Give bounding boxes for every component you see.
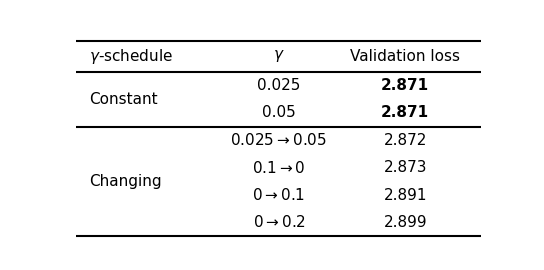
Text: Changing: Changing xyxy=(89,174,162,189)
Text: 0$\rightarrow$0.1: 0$\rightarrow$0.1 xyxy=(252,187,305,203)
Text: 2.899: 2.899 xyxy=(384,215,427,230)
Text: 0.05: 0.05 xyxy=(262,106,296,120)
Text: 2.873: 2.873 xyxy=(384,160,427,175)
Text: 2.872: 2.872 xyxy=(384,133,427,148)
Text: 2.891: 2.891 xyxy=(384,188,427,202)
Text: 0.025$\rightarrow$0.05: 0.025$\rightarrow$0.05 xyxy=(230,132,327,148)
Text: 2.871: 2.871 xyxy=(381,106,429,120)
Text: 0.1$\rightarrow$0: 0.1$\rightarrow$0 xyxy=(252,160,306,176)
Text: Validation loss: Validation loss xyxy=(350,49,460,64)
Text: Constant: Constant xyxy=(89,92,158,107)
Text: $\gamma$-schedule: $\gamma$-schedule xyxy=(89,47,173,66)
Text: 0$\rightarrow$0.2: 0$\rightarrow$0.2 xyxy=(253,214,305,231)
Text: 0.025: 0.025 xyxy=(257,78,300,93)
Text: $\gamma$: $\gamma$ xyxy=(273,48,285,64)
Text: 2.871: 2.871 xyxy=(381,78,429,93)
